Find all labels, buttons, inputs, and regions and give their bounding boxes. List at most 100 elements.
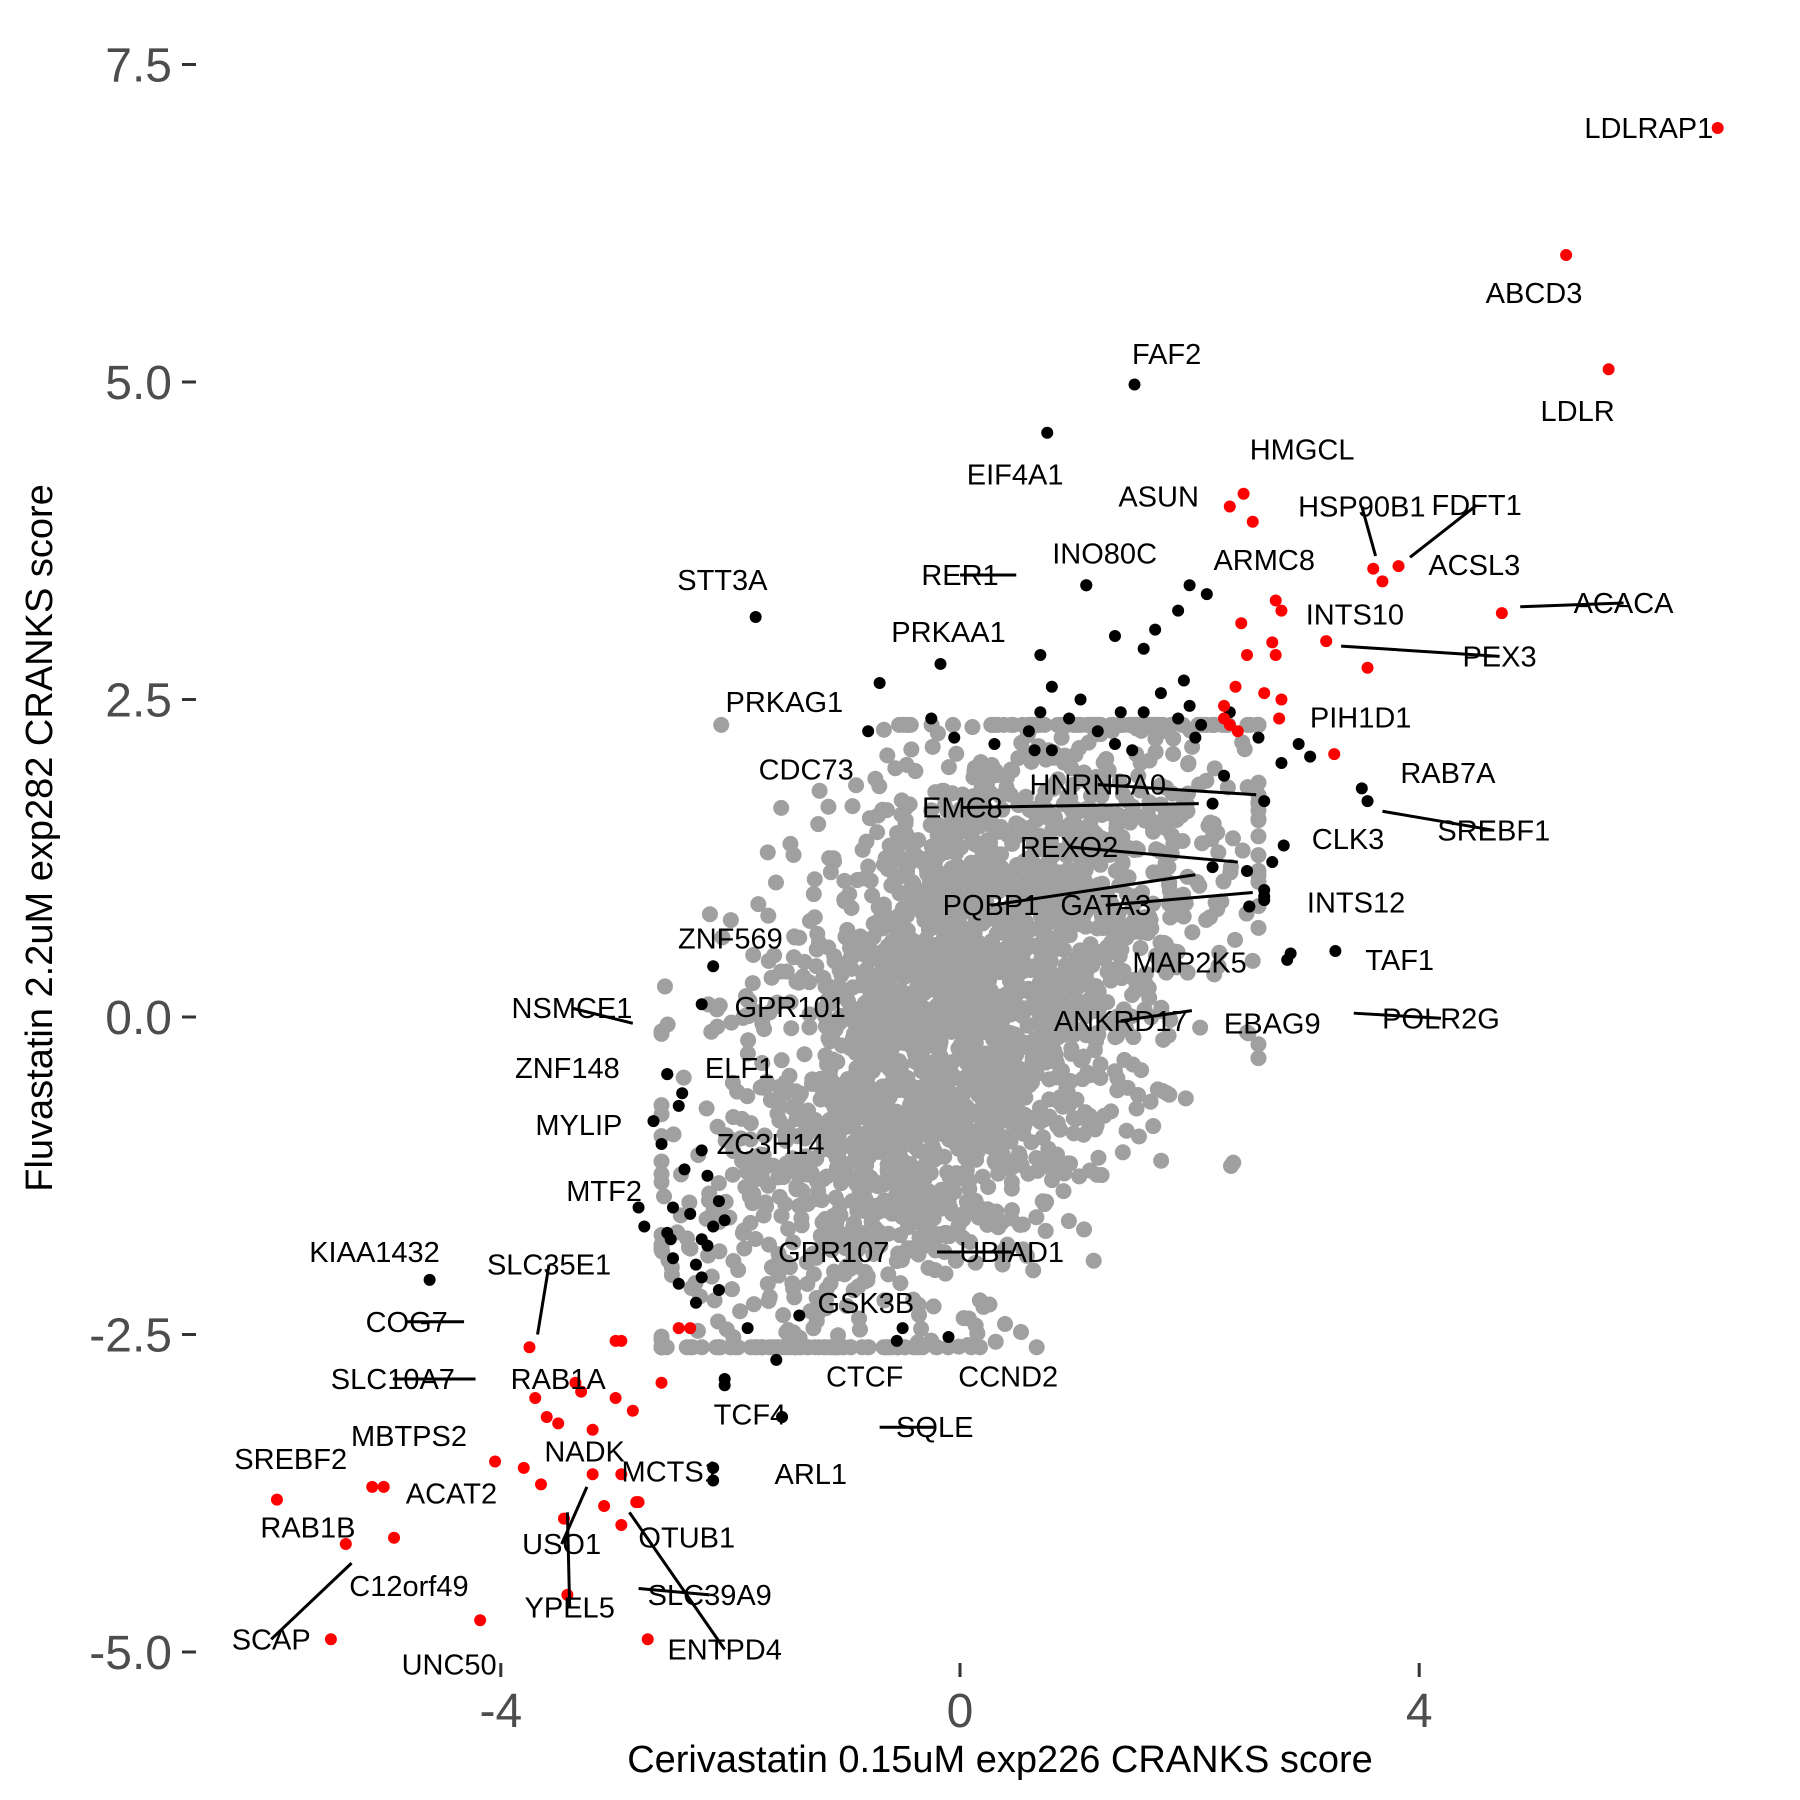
background-point [1137, 965, 1154, 982]
background-point [799, 1275, 816, 1292]
leader-line [1409, 504, 1478, 559]
background-point [1130, 1128, 1147, 1145]
highlight-point [1034, 649, 1047, 662]
background-point [824, 1339, 841, 1356]
background-point [966, 762, 983, 779]
background-point [786, 1289, 803, 1306]
gene-point-scap [324, 1633, 337, 1646]
leader-line [1105, 891, 1253, 907]
background-point [1184, 924, 1201, 941]
y-tick-label: -2.5 [89, 1310, 172, 1363]
background-point [949, 857, 966, 874]
gene-point-ankrd17 [1243, 900, 1256, 913]
background-point [973, 1020, 990, 1037]
background-point [919, 862, 936, 879]
highlight-point [534, 1478, 547, 1491]
background-point [1004, 953, 1021, 970]
leader-line [536, 1264, 551, 1335]
background-point [722, 912, 739, 929]
background-point [1206, 716, 1223, 733]
background-point [852, 1141, 869, 1158]
background-point [987, 1333, 1004, 1350]
gene-point-asun [1223, 500, 1236, 513]
background-point [964, 875, 981, 892]
background-point [1085, 824, 1102, 841]
background-point [1250, 1036, 1267, 1053]
background-point [893, 1014, 910, 1031]
background-point [1003, 1180, 1020, 1197]
background-point [1225, 1154, 1242, 1171]
background-point [895, 1034, 912, 1051]
background-points [653, 716, 1267, 1356]
gene-label-rab7a: RAB7A [1400, 758, 1496, 790]
gene-label-prkag1: PRKAG1 [726, 687, 844, 719]
gene-label-mbtps2: MBTPS2 [351, 1421, 467, 1453]
gene-label-emc8: EMC8 [922, 792, 1003, 824]
leader-line [571, 1006, 634, 1025]
background-point [1066, 987, 1083, 1004]
background-point [811, 782, 828, 799]
background-point [922, 817, 939, 834]
highlight-point [638, 1220, 651, 1233]
highlight-point [1114, 706, 1127, 719]
highlight-point [598, 1499, 611, 1512]
background-point [1074, 1071, 1091, 1088]
background-point [992, 1139, 1009, 1156]
gene-point-gpr107 [695, 1233, 708, 1246]
background-point [872, 1237, 889, 1254]
background-point [770, 1169, 787, 1186]
gene-point-hsp90b1 [1367, 562, 1380, 575]
gene-label-clk3: CLK3 [1312, 824, 1385, 856]
highlight-point [517, 1461, 530, 1474]
background-point [878, 802, 895, 819]
gene-label-unc50: UNC50 [402, 1650, 497, 1682]
gene-label-gpr101: GPR101 [734, 992, 845, 1024]
background-point [1077, 903, 1094, 920]
background-point [859, 1272, 876, 1289]
background-point [988, 1203, 1005, 1220]
gene-label-srebf2: SREBF2 [234, 1444, 347, 1476]
gene-point-hmgcl [1237, 487, 1250, 500]
background-point [1090, 1149, 1107, 1166]
highlight-point [770, 1353, 783, 1366]
background-point [1028, 1015, 1045, 1032]
background-point [723, 1014, 740, 1031]
background-point [713, 716, 730, 733]
background-point [985, 963, 1002, 980]
gene-point-gata3 [1258, 884, 1271, 896]
background-point [1077, 1104, 1094, 1121]
highlight-point [1045, 680, 1058, 693]
background-point [983, 716, 1000, 733]
background-point [1250, 847, 1267, 864]
background-point [1133, 1062, 1150, 1079]
gene-point-znf148 [661, 1068, 674, 1081]
background-point [895, 867, 912, 884]
background-point [1070, 916, 1087, 933]
background-point [967, 1254, 984, 1271]
background-point [875, 721, 892, 738]
background-point [1082, 936, 1099, 953]
gene-point-mcts1 [615, 1468, 628, 1481]
highlight-point [741, 1322, 754, 1335]
background-point [994, 1081, 1011, 1098]
gene-label-zc3h14: ZC3H14 [717, 1129, 825, 1161]
background-point [1213, 893, 1230, 910]
background-point [841, 886, 858, 903]
background-point [1099, 994, 1116, 1011]
highlight-point [707, 1461, 720, 1474]
gene-label-hnrnpa0: HNRNPA0 [1030, 770, 1166, 802]
background-point [860, 1339, 877, 1356]
background-point [1088, 785, 1105, 802]
highlight-point [1028, 744, 1041, 757]
background-point [1098, 750, 1115, 767]
highlight-point [1269, 649, 1282, 662]
highlight-point [684, 1322, 697, 1335]
background-point [1076, 1221, 1093, 1238]
background-point [911, 1046, 928, 1063]
background-point [1042, 833, 1059, 850]
gene-label-map2k5: MAP2K5 [1132, 947, 1246, 979]
background-point [967, 1150, 984, 1167]
gene-point-kiaa1432 [423, 1273, 436, 1286]
gene-label-taf1: TAF1 [1365, 945, 1434, 977]
